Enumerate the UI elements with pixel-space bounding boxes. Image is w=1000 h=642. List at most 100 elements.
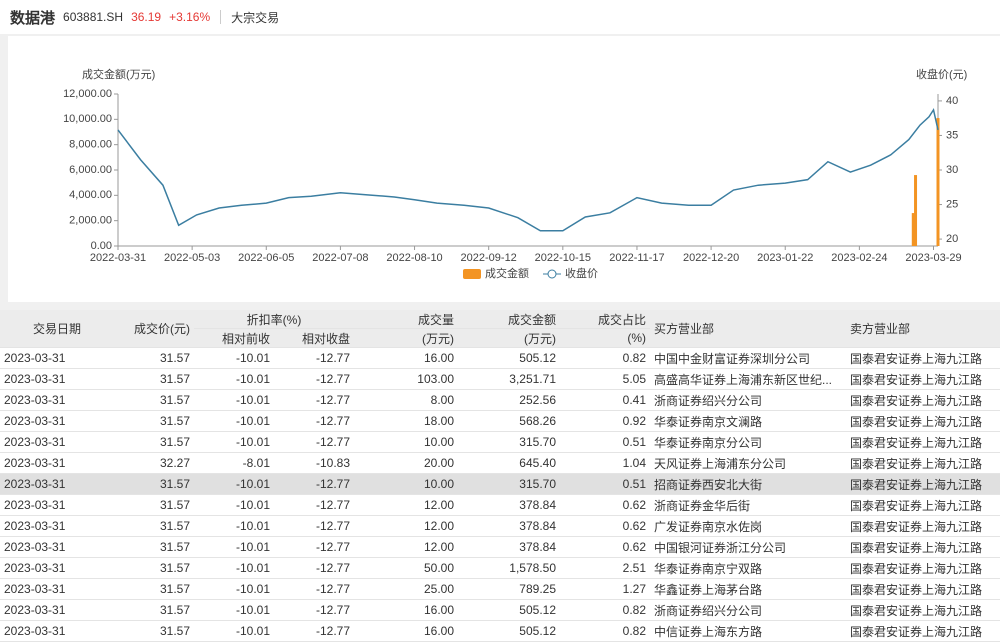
table-cell: -10.01 bbox=[194, 389, 274, 411]
table-cell: 31.57 bbox=[114, 494, 194, 516]
table-cell: -12.77 bbox=[274, 347, 354, 369]
table-cell: -12.77 bbox=[274, 557, 354, 579]
table-cell: 高盛高华证券上海浦东新区世纪... bbox=[650, 368, 846, 390]
table-cell: 5.05 bbox=[560, 368, 650, 390]
change: +3.16% bbox=[169, 10, 211, 24]
table-cell: 招商证券西安北大街 bbox=[650, 473, 846, 495]
y-tick-label: 0.00 bbox=[91, 240, 112, 252]
table-cell: 315.70 bbox=[458, 431, 560, 453]
table-cell: 0.92 bbox=[560, 410, 650, 432]
x-tick-label: 2022-03-31 bbox=[90, 252, 146, 264]
table-cell: 31.57 bbox=[114, 557, 194, 579]
table-cell: -10.01 bbox=[194, 494, 274, 516]
table-cell: 华泰证券南京分公司 bbox=[650, 431, 846, 453]
table-cell: 32.27 bbox=[114, 452, 194, 474]
y-axis-title: 成交金额(万元) bbox=[82, 67, 155, 81]
table-cell: -10.01 bbox=[194, 410, 274, 432]
table-row: 2023-03-31 31.57 -10.01 -12.77 12.00 378.84 0.… bbox=[0, 515, 1000, 537]
table-row: 2023-03-31 31.57 -10.01 -12.77 25.00 789.25 1.… bbox=[0, 578, 1000, 600]
y-tick-label: 12,000.00 bbox=[63, 88, 112, 100]
y-tick-label: 10,000.00 bbox=[63, 113, 112, 125]
table-cell: 31.57 bbox=[114, 368, 194, 390]
price: 36.19 bbox=[131, 10, 162, 24]
table-row: 2023-03-31 31.57 -10.01 -12.77 8.00 252.56 0.4… bbox=[0, 389, 1000, 411]
table-cell: 8.00 bbox=[354, 389, 458, 411]
table-cell: 31.57 bbox=[114, 389, 194, 411]
table-cell: 国泰君安证券上海九江路 bbox=[846, 557, 1000, 579]
table-cell: 2023-03-31 bbox=[0, 620, 114, 642]
table-row: 2023-03-31 31.57 -10.01 -12.77 50.00 1,578.50… bbox=[0, 557, 1000, 579]
separator bbox=[220, 10, 222, 24]
col-header: 卖方营业部 bbox=[846, 310, 1000, 348]
table-cell: 0.41 bbox=[560, 389, 650, 411]
table-cell: 645.40 bbox=[458, 452, 560, 474]
table-cell: 0.62 bbox=[560, 515, 650, 537]
block-trade-table: 交易日期 成交价(元) 折扣率(%) 成交量 成交金额 成交占比 买方营业部 卖… bbox=[0, 310, 1000, 642]
x-tick-label: 2022-05-03 bbox=[164, 252, 220, 264]
table-cell: 1.04 bbox=[560, 452, 650, 474]
table-cell: -12.77 bbox=[274, 515, 354, 537]
x-tick-label: 2022-09-12 bbox=[461, 252, 517, 264]
col-header: 成交金额 bbox=[458, 310, 560, 329]
col-header: (万元) bbox=[458, 328, 560, 348]
table-cell: 31.57 bbox=[114, 599, 194, 621]
table-cell: 2023-03-31 bbox=[0, 515, 114, 537]
table-cell: -12.77 bbox=[274, 473, 354, 495]
table-cell: 国泰君安证券上海九江路 bbox=[846, 536, 1000, 558]
table-cell: 10.00 bbox=[354, 431, 458, 453]
col-header: 买方营业部 bbox=[650, 310, 846, 348]
table-cell: 505.12 bbox=[458, 599, 560, 621]
table-cell: 315.70 bbox=[458, 473, 560, 495]
table-cell: 浙商证券金华后街 bbox=[650, 494, 846, 516]
table-cell: 12.00 bbox=[354, 515, 458, 537]
y2-tick-label: 35 bbox=[946, 129, 958, 141]
table-cell: 31.57 bbox=[114, 431, 194, 453]
bar bbox=[936, 118, 940, 246]
col-header: 成交价(元) bbox=[114, 310, 194, 348]
x-tick-label: 2022-06-05 bbox=[238, 252, 294, 264]
y-tick-label: 6,000.00 bbox=[69, 164, 112, 176]
table-cell: -12.77 bbox=[274, 494, 354, 516]
x-tick-label: 2022-10-15 bbox=[535, 252, 591, 264]
col-header: 成交占比 bbox=[560, 310, 650, 329]
chart: 成交金额(万元) 收盘价(元) 0.00 2,000.00 4,000.00 6,00… bbox=[8, 36, 1000, 302]
header: 数据港 603881.SH 36.19 +3.16% 大宗交易 bbox=[0, 0, 1000, 34]
table-row: 2023-03-31 31.57 -10.01 -12.77 12.00 378.84 0.… bbox=[0, 536, 1000, 558]
table-cell: 浙商证券绍兴分公司 bbox=[650, 599, 846, 621]
table-cell: 2023-03-31 bbox=[0, 536, 114, 558]
table-cell: 2023-03-31 bbox=[0, 368, 114, 390]
table-cell: 2023-03-31 bbox=[0, 557, 114, 579]
table-cell: 12.00 bbox=[354, 494, 458, 516]
table-row: 2023-03-31 31.57 -10.01 -12.77 16.00 505.12 0.… bbox=[0, 599, 1000, 621]
price-line bbox=[117, 107, 939, 232]
table-cell: 0.82 bbox=[560, 347, 650, 369]
table-cell: 18.00 bbox=[354, 410, 458, 432]
table-cell: 2023-03-31 bbox=[0, 599, 114, 621]
table-row: 2023-03-31 32.27 -8.01 -10.83 20.00 645.40 1.0… bbox=[0, 452, 1000, 474]
table-row: 2023-03-31 31.57 -10.01 -12.77 16.00 505.12 0.… bbox=[0, 620, 1000, 642]
table-cell: 0.51 bbox=[560, 473, 650, 495]
tab[interactable]: 大宗交易 bbox=[231, 10, 280, 25]
table-cell: 103.00 bbox=[354, 368, 458, 390]
col-header: 折扣率(%) bbox=[194, 310, 354, 329]
table-cell: 1,578.50 bbox=[458, 557, 560, 579]
y2-axis-title: 收盘价(元) bbox=[916, 67, 967, 81]
table-cell: 华泰证券南京文澜路 bbox=[650, 410, 846, 432]
table-cell: 中信证券上海东方路 bbox=[650, 620, 846, 642]
legend-swatch bbox=[463, 269, 481, 279]
table-cell: 378.84 bbox=[458, 494, 560, 516]
table-cell: -10.83 bbox=[274, 452, 354, 474]
table-cell: 2023-03-31 bbox=[0, 347, 114, 369]
col-header: 相对收盘 bbox=[274, 328, 354, 348]
table-cell: 国泰君安证券上海九江路 bbox=[846, 494, 1000, 516]
stock-code: 603881.SH bbox=[63, 10, 124, 24]
table-cell: -10.01 bbox=[194, 599, 274, 621]
table-cell: 0.62 bbox=[560, 536, 650, 558]
table-cell: -10.01 bbox=[194, 578, 274, 600]
table-cell: 505.12 bbox=[458, 620, 560, 642]
table-cell: 华鑫证券上海茅台路 bbox=[650, 578, 846, 600]
table-cell: 378.84 bbox=[458, 515, 560, 537]
table-cell: 31.57 bbox=[114, 620, 194, 642]
table-cell: -12.77 bbox=[274, 578, 354, 600]
table-cell: -8.01 bbox=[194, 452, 274, 474]
